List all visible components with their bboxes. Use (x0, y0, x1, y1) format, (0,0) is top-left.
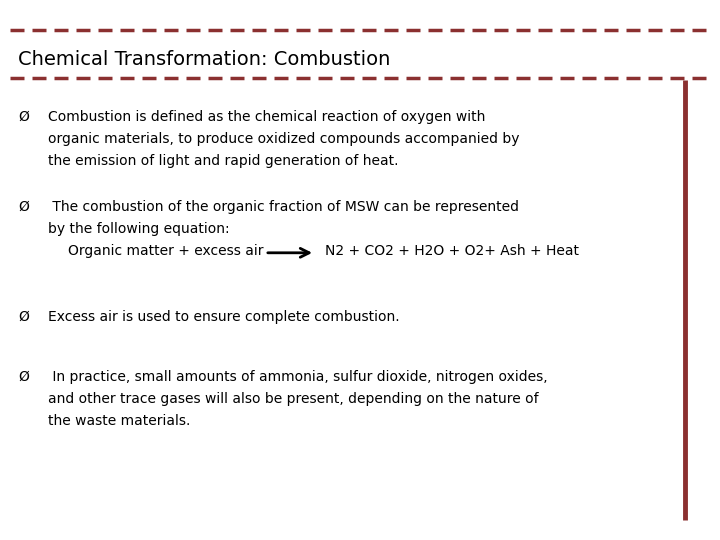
Text: organic materials, to produce oxidized compounds accompanied by: organic materials, to produce oxidized c… (48, 132, 520, 146)
Text: Ø: Ø (18, 110, 29, 124)
Text: Chemical Transformation: Combustion: Chemical Transformation: Combustion (18, 50, 390, 69)
Text: The combustion of the organic fraction of MSW can be represented: The combustion of the organic fraction o… (48, 200, 519, 214)
Text: N2 + CO2 + H2O + O2+ Ash + Heat: N2 + CO2 + H2O + O2+ Ash + Heat (325, 244, 579, 258)
Text: Ø: Ø (18, 370, 29, 384)
Text: Excess air is used to ensure complete combustion.: Excess air is used to ensure complete co… (48, 310, 400, 324)
Text: Organic matter + excess air: Organic matter + excess air (68, 244, 264, 258)
Text: by the following equation:: by the following equation: (48, 222, 230, 236)
Text: and other trace gases will also be present, depending on the nature of: and other trace gases will also be prese… (48, 392, 539, 406)
Text: In practice, small amounts of ammonia, sulfur dioxide, nitrogen oxides,: In practice, small amounts of ammonia, s… (48, 370, 548, 384)
Text: Ø: Ø (18, 310, 29, 324)
Text: the waste materials.: the waste materials. (48, 414, 190, 428)
Text: Ø: Ø (18, 200, 29, 214)
Text: Combustion is defined as the chemical reaction of oxygen with: Combustion is defined as the chemical re… (48, 110, 485, 124)
Text: the emission of light and rapid generation of heat.: the emission of light and rapid generati… (48, 154, 398, 168)
